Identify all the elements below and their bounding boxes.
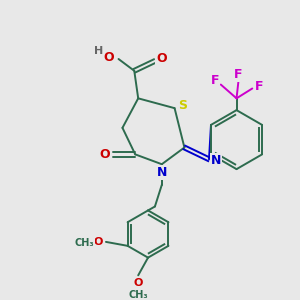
- Text: CH₃: CH₃: [74, 238, 94, 248]
- Text: F: F: [234, 68, 243, 81]
- Text: O: O: [100, 148, 110, 161]
- Text: F: F: [211, 74, 219, 87]
- Text: N: N: [211, 154, 221, 167]
- Text: H: H: [94, 46, 104, 56]
- Text: O: O: [103, 50, 114, 64]
- Text: N: N: [157, 166, 167, 178]
- Text: O: O: [134, 278, 143, 288]
- Text: F: F: [255, 80, 263, 93]
- Text: S: S: [178, 99, 187, 112]
- Text: O: O: [93, 237, 103, 247]
- Text: O: O: [157, 52, 167, 65]
- Text: CH₃: CH₃: [128, 290, 148, 300]
